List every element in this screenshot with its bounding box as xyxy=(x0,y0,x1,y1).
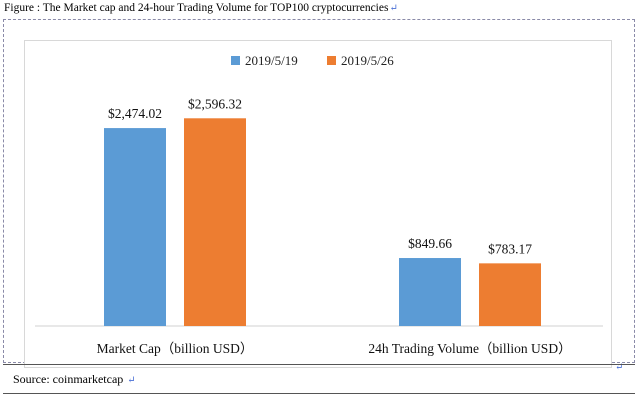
caption-text: Figure : The Market cap and 24-hour Trad… xyxy=(4,2,389,14)
return-mark-icon: ↵ xyxy=(389,3,398,14)
bar-chart: 2019/5/19 2019/5/26 $2,474.02 $2,596.32 Mark… xyxy=(35,53,603,356)
data-label-1-1: $2,474.02 xyxy=(108,106,162,121)
figure-frame: 2019/5/19 2019/5/26 $2,474.02 $2,596.32 Mark… xyxy=(3,19,635,373)
data-label-2-1: $2,596.32 xyxy=(188,96,242,111)
figure-caption: Figure : The Market cap and 24-hour Trad… xyxy=(4,2,398,14)
legend-swatch-2 xyxy=(327,56,336,65)
bar-2-2 xyxy=(479,263,541,326)
legend-swatch-1 xyxy=(231,56,240,65)
category-label-2: 24h Trading Volume（billion USD） xyxy=(368,341,571,356)
return-mark-icon: ↵ xyxy=(127,375,136,386)
chart-area: 2019/5/19 2019/5/26 $2,474.02 $2,596.32 Mark… xyxy=(24,40,612,368)
return-mark-icon: ↵ xyxy=(615,362,624,373)
legend-label-1: 2019/5/19 xyxy=(245,53,298,68)
source-note: Source: coinmarketcap ↵ xyxy=(13,372,136,387)
bar-1-1 xyxy=(104,128,166,326)
category-label-1: Market Cap（billion USD） xyxy=(97,341,254,356)
data-label-2-2: $783.17 xyxy=(488,241,532,256)
data-label-1-2: $849.66 xyxy=(408,236,452,251)
source-row: Source: coinmarketcap ↵ xyxy=(3,364,635,394)
bar-1-2 xyxy=(399,258,461,326)
bar-2-1 xyxy=(184,118,246,326)
legend-label-2: 2019/5/26 xyxy=(341,53,394,68)
source-text: Source: coinmarketcap xyxy=(13,372,124,386)
